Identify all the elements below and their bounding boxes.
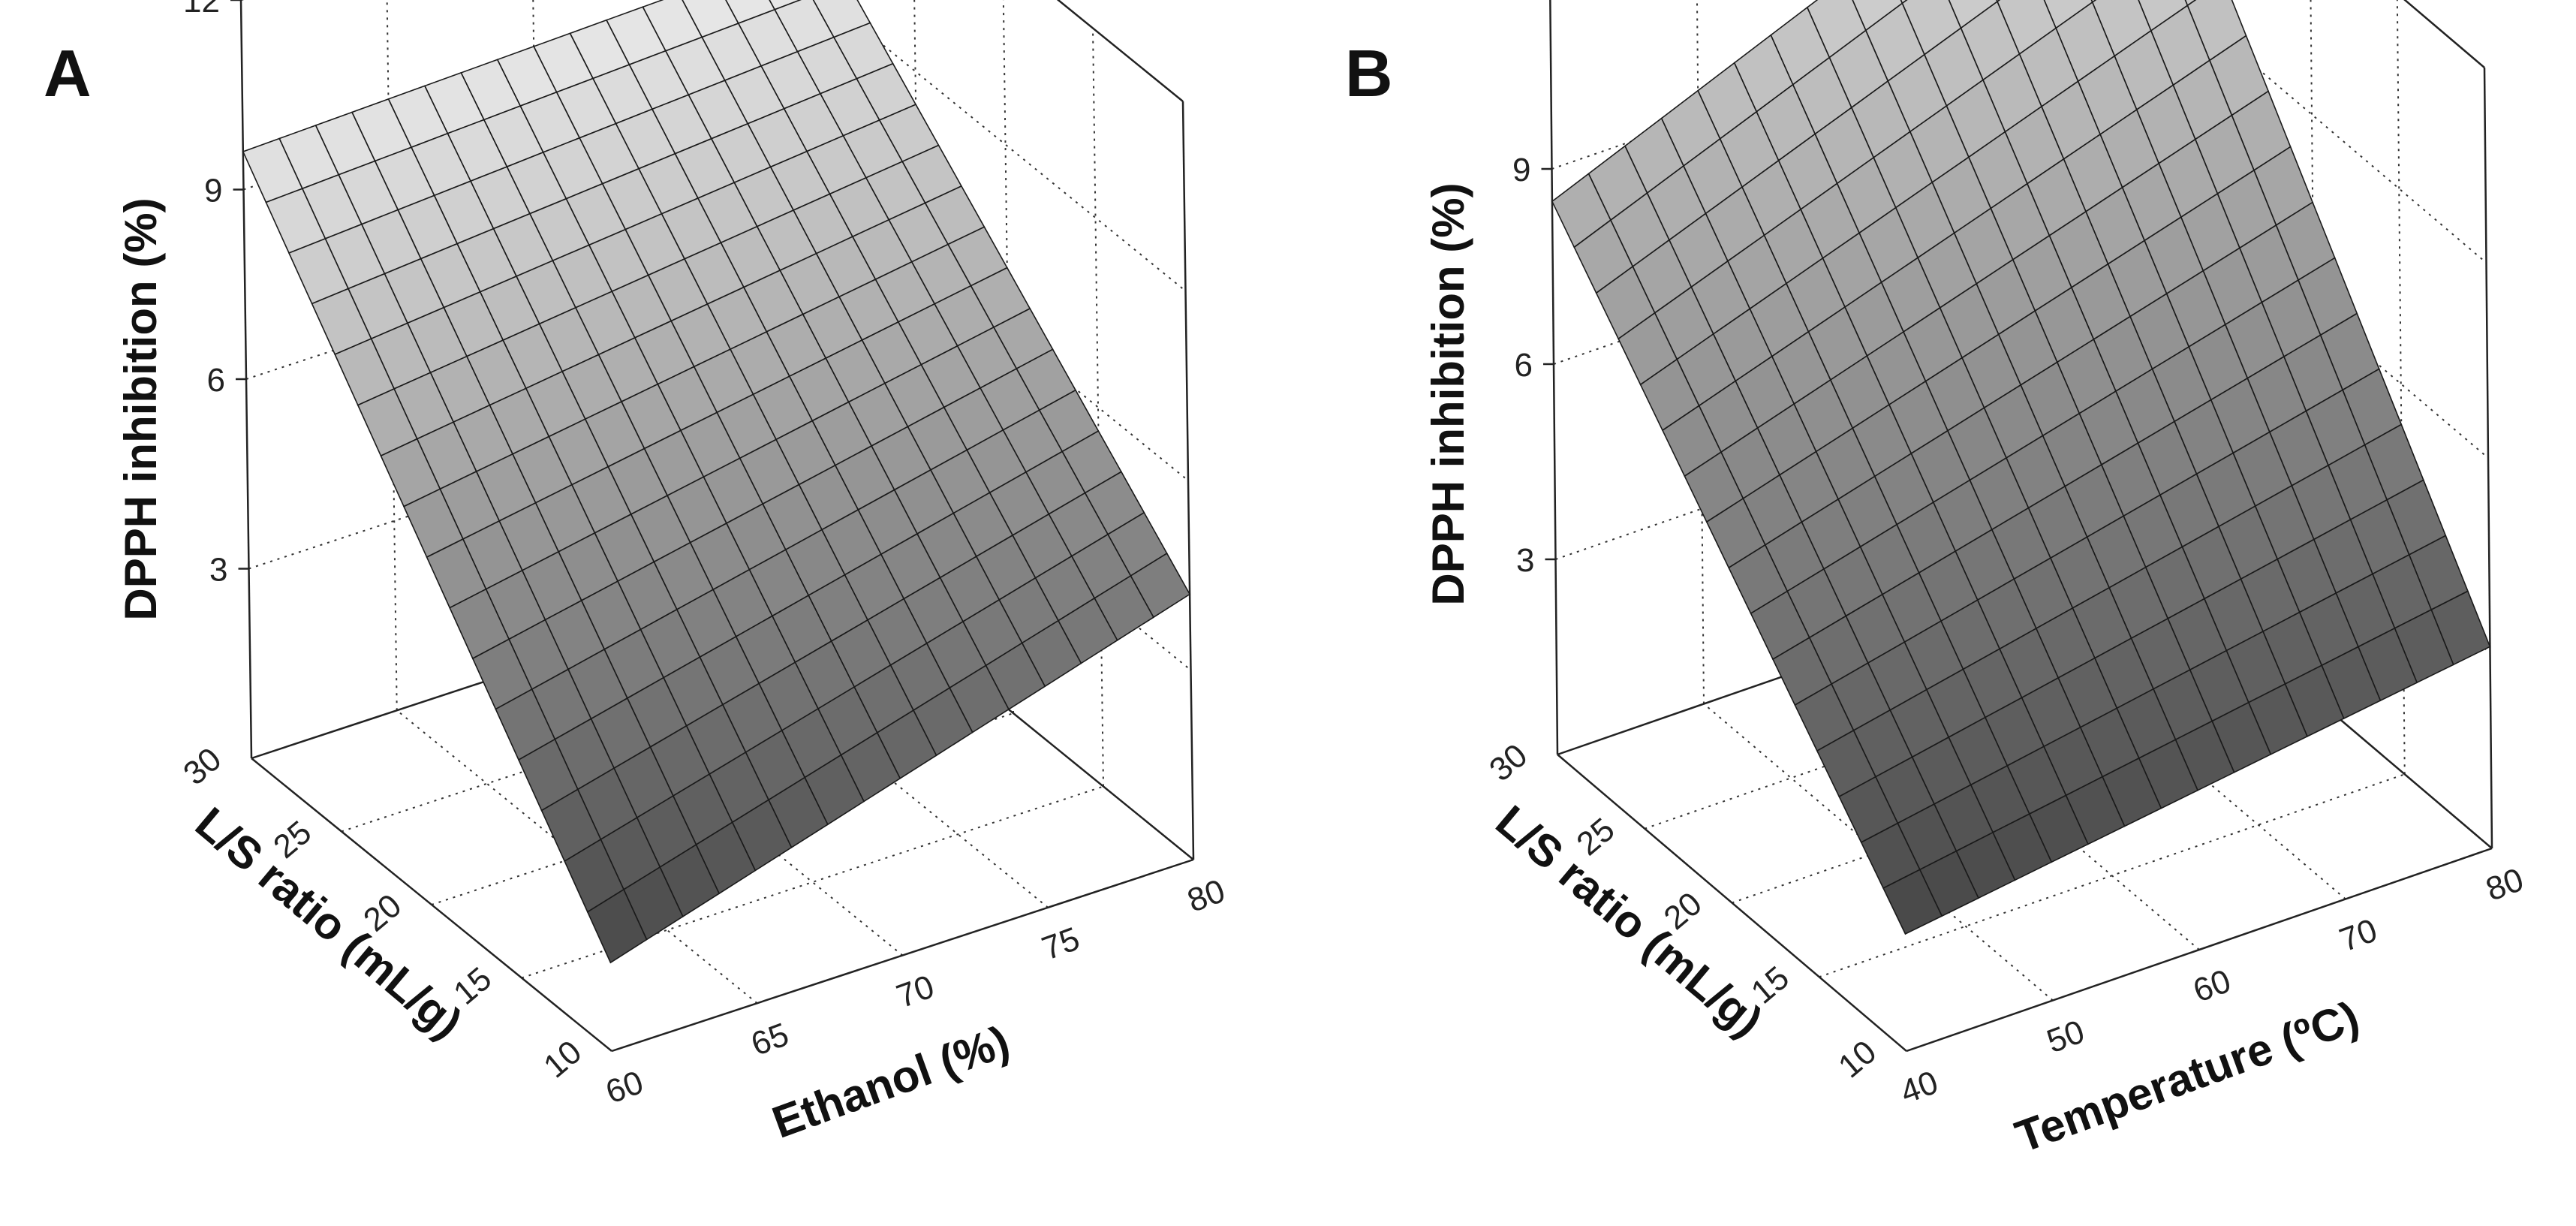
surface-cell	[1882, 869, 1943, 935]
x-tick-label: 75	[1037, 920, 1085, 968]
back-wall-gridline	[386, 0, 398, 711]
x-tick-label: 80	[2481, 861, 2529, 908]
floor-gridline	[1996, 601, 2346, 900]
box-edge	[1557, 754, 1907, 1052]
y-tick-label: 30	[1482, 737, 1534, 788]
box-edge	[2403, 0, 2485, 68]
x-tick-label: 60	[601, 1064, 649, 1111]
z-axis-title: DPPH inhibition (%)	[1423, 182, 1473, 605]
box-edge	[251, 758, 612, 1052]
z-tick-label: 12	[183, 0, 220, 20]
x-tick-label: 65	[746, 1016, 793, 1063]
floor-gridline	[1849, 652, 2200, 950]
response-surface	[1551, 0, 2491, 935]
box-edge	[2483, 67, 2493, 849]
side-wall-gridline	[913, 0, 924, 640]
panel-b-chart: B 3691210152025304050607080DPPH inhibiti…	[1345, 0, 2528, 1162]
box-edge	[611, 858, 1194, 1053]
side-wall-gridline	[1002, 0, 1014, 714]
box-edge	[1056, 0, 1184, 102]
floor-gridline	[1703, 703, 2054, 1002]
y-axis-title: L/S ratio (mL/g)	[1487, 796, 1772, 1047]
x-tick-label: 70	[2335, 911, 2382, 959]
z-tick-label: 9	[204, 173, 222, 209]
y-tick-label: 10	[1831, 1033, 1883, 1085]
y-axis-title: L/S ratio (mL/g)	[186, 797, 471, 1048]
z-tick-label: 6	[207, 362, 225, 399]
x-axis-title: Temperature (ºC)	[2009, 992, 2366, 1162]
z-tick-label: 3	[1516, 542, 1534, 579]
x-tick-label: 50	[2042, 1013, 2090, 1060]
z-tick-label: 6	[1515, 347, 1533, 384]
x-axis-title: Ethanol (%)	[766, 1016, 1016, 1148]
panel-letter: B	[1345, 36, 1393, 110]
x-tick-label: 60	[2189, 962, 2236, 1010]
back-wall-gridline	[532, 0, 543, 663]
surface-cell	[586, 888, 648, 964]
side-wall-gridline	[2396, 0, 2406, 775]
x-tick-label: 80	[1183, 872, 1230, 920]
y-tick-label: 10	[537, 1033, 588, 1085]
response-surface	[242, 0, 1191, 964]
z-tick-label: 3	[209, 552, 227, 589]
side-wall-gridline	[1092, 28, 1104, 787]
box-edge	[1906, 847, 2493, 1053]
z-axis-title: DPPH inhibition (%)	[116, 197, 166, 620]
box-edge	[1181, 101, 1195, 860]
panel-letter: A	[44, 36, 92, 110]
x-tick-label: 70	[892, 968, 939, 1015]
y-tick-label: 30	[176, 740, 228, 792]
z-tick-label: 9	[1512, 152, 1530, 188]
box-edge	[1549, 0, 1559, 755]
x-tick-label: 40	[1896, 1064, 1943, 1111]
